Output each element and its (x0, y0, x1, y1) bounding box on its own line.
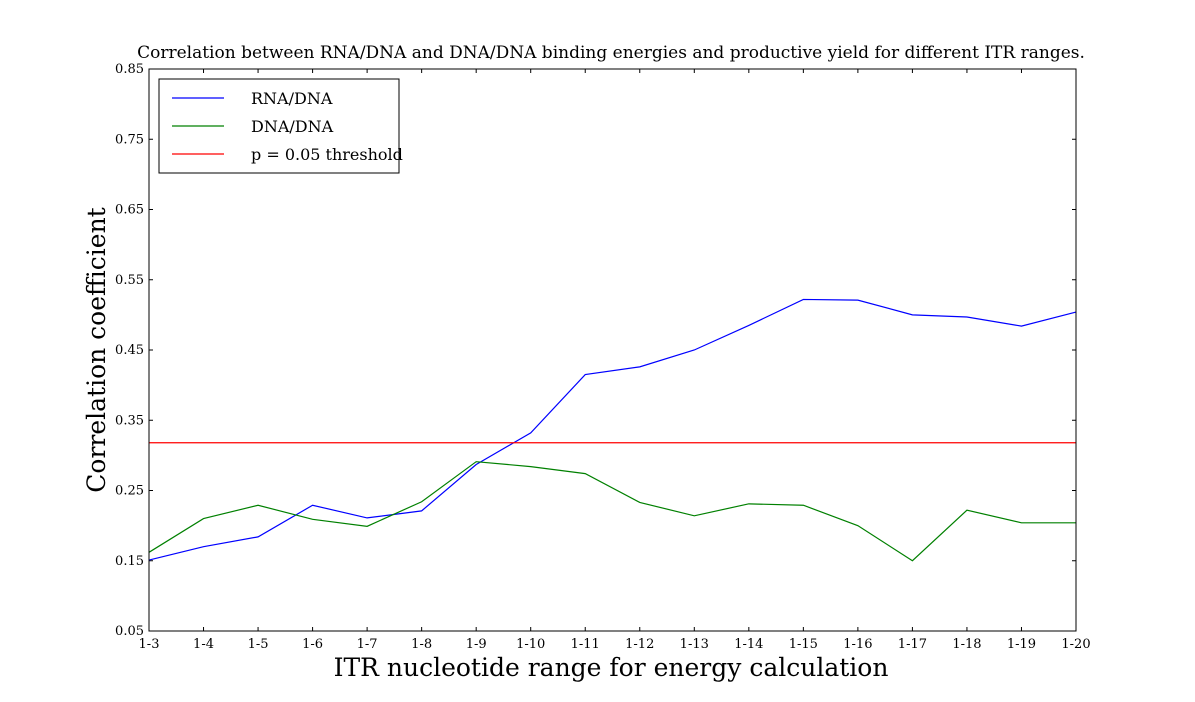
x-tick-label: 1-6 (302, 637, 323, 652)
x-tick-label: 1-5 (248, 637, 269, 652)
series-line-1 (148, 461, 1076, 562)
x-axis-label: ITR nucleotide range for energy calculat… (334, 653, 889, 682)
x-tick-label: 1-12 (625, 637, 654, 652)
x-tick-label: 1-8 (411, 637, 432, 652)
ticks-layer: 1-3 1-4 1-5 1-6 1-7 1-8 1-9 1-10 1-11 1-12 1-13 1-1… (115, 62, 1091, 652)
series-layer (148, 298, 1077, 562)
legend-label: p = 0.05 threshold (251, 145, 403, 164)
y-tick-label: 0.55 (115, 273, 144, 288)
legend: RNA/DNA DNA/DNA p = 0.05 threshold (158, 78, 403, 174)
legend-label: DNA/DNA (251, 117, 334, 136)
x-tick-label: 1-18 (952, 637, 981, 652)
y-tick-label: 0.05 (115, 624, 144, 639)
chart-title: Correlation between RNA/DNA and DNA/DNA … (137, 43, 1085, 63)
legend-label: RNA/DNA (251, 89, 333, 108)
x-tick-label: 1-20 (1061, 637, 1090, 652)
y-tick-label: 0.15 (115, 554, 144, 569)
x-tick-label: 1-7 (357, 637, 378, 652)
x-tick-label: 1-11 (571, 637, 600, 652)
y-axis-label: Correlation coefficient (82, 207, 111, 492)
x-tick-label: 1-19 (1007, 637, 1036, 652)
x-tick-label: 1-10 (516, 637, 545, 652)
y-tick-label: 0.45 (115, 343, 144, 358)
x-tick-label: 1-3 (139, 637, 160, 652)
x-tick-label: 1-17 (898, 637, 927, 652)
x-tick-label: 1-14 (734, 637, 763, 652)
y-tick-label: 0.25 (115, 484, 144, 499)
series-line-0 (148, 298, 1077, 561)
plot-frame (148, 68, 1077, 632)
y-tick-label: 0.85 (115, 62, 144, 77)
y-tick-label: 0.75 (115, 132, 144, 147)
x-tick-label: 1-16 (843, 637, 872, 652)
y-tick-label: 0.65 (115, 203, 144, 218)
x-tick-label: 1-9 (466, 637, 487, 652)
x-tick-label: 1-13 (680, 637, 709, 652)
x-tick-label: 1-15 (789, 637, 818, 652)
y-tick-label: 0.35 (115, 413, 144, 428)
x-tick-label: 1-4 (193, 637, 214, 652)
